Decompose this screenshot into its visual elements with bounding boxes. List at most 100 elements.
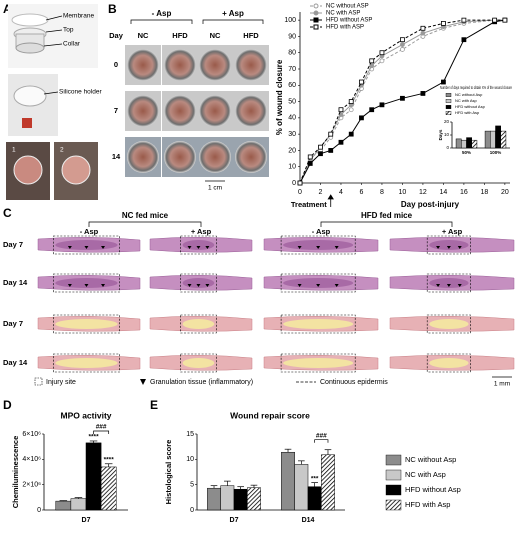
part-label: Silicone holder [59, 89, 102, 96]
panel-label: D [3, 398, 12, 412]
y-tick-label: 0 [37, 507, 41, 514]
legend-label: HFD with Asp [455, 110, 480, 115]
group-bracket [130, 19, 193, 24]
group-header: HFD fed mice [361, 211, 413, 220]
granulation-marker [316, 284, 321, 287]
point [441, 20, 446, 26]
point [420, 25, 426, 31]
point [307, 161, 313, 166]
y-tick-label: 5 [190, 482, 194, 489]
legend-label: Continuous epidermis [320, 379, 388, 386]
x-tick-label: 2 [319, 189, 323, 196]
injury-site-box [426, 235, 471, 255]
point [461, 37, 467, 43]
injury-site-box [180, 273, 217, 293]
point [461, 17, 467, 23]
x-tick-label: 100% [490, 150, 502, 155]
y-tick-label: 0 [446, 145, 449, 150]
legend-swatch [445, 93, 452, 97]
column-header: - Asp [80, 227, 99, 236]
x-tick-label: D7 [230, 517, 239, 524]
scale-label: 1 mm [494, 381, 510, 388]
point [328, 148, 334, 153]
legend-swatch [445, 111, 452, 115]
y-tick-label: 50 [288, 98, 296, 105]
photo-number: 1 [12, 147, 16, 154]
group-bracket [320, 221, 453, 227]
bar [294, 464, 309, 511]
x-tick-label: 12 [419, 189, 427, 196]
wound-photo [235, 141, 267, 173]
legend-swatch [445, 99, 452, 103]
x-tick-label: 20 [501, 189, 509, 196]
mouse-photos [6, 142, 98, 200]
panel-label: C [3, 206, 12, 220]
legend-symbol [140, 379, 146, 385]
wound-bed [283, 358, 354, 368]
point [359, 115, 364, 121]
point [492, 17, 498, 23]
legend-marker [313, 24, 319, 30]
x-tick-label: 6 [360, 189, 364, 196]
wound-photo [127, 95, 159, 127]
legend-label: Injury site [46, 379, 76, 386]
group-header: NC fed mice [122, 211, 169, 220]
granulation-marker [67, 246, 72, 249]
bar [307, 486, 322, 511]
point [328, 131, 334, 137]
wound-photo [199, 141, 231, 173]
bar [321, 454, 335, 511]
chart-title: Number of days required to obtain X% of … [440, 85, 512, 90]
wound-photo [235, 95, 267, 127]
chart-title: MPO activity [60, 410, 111, 420]
legend-label: HFD with Asp [405, 500, 450, 509]
granulation-marker [196, 246, 201, 249]
wound-bed [429, 358, 469, 368]
column-header: HFD [243, 31, 259, 40]
legend-label: HFD with ASP [326, 25, 364, 31]
y-tick-label: 70 [288, 66, 296, 73]
column-header: + Asp [191, 227, 212, 236]
significance: *** [311, 475, 319, 482]
treatment-arrow [327, 194, 334, 207]
x-tick-label: 50% [462, 150, 471, 155]
legend-label: HFD without Asp [405, 485, 461, 494]
y-tick-label: 0 [190, 507, 194, 514]
column-header: - Asp [312, 227, 331, 236]
bar [55, 500, 72, 511]
group-bracket [202, 19, 264, 24]
legend-marker [313, 10, 319, 16]
legend-marker [313, 17, 319, 23]
point [400, 95, 405, 101]
group-header: - Asp [152, 9, 172, 18]
legend-swatch [385, 454, 402, 466]
holder-photo [8, 74, 59, 136]
x-tick-label: D14 [302, 517, 315, 524]
injury-site-box [426, 314, 471, 334]
x-tick-label: 0 [298, 189, 302, 196]
scale-label: 1 cm [208, 185, 222, 192]
bar [281, 451, 295, 511]
bar [471, 139, 478, 149]
column-header: NC [210, 31, 221, 40]
y-tick-label: 40 [288, 115, 296, 122]
y-axis-title: % of wound closure [275, 59, 284, 135]
granulation-marker [205, 284, 210, 287]
point [338, 112, 344, 117]
x-tick-label: 10 [399, 189, 407, 196]
injury-site-box [52, 273, 120, 293]
granulation-marker [205, 246, 210, 249]
y-tick-label: 90 [288, 33, 296, 40]
point [318, 144, 323, 150]
bar [490, 130, 496, 149]
series-line [299, 19, 505, 184]
wound-bed [182, 319, 215, 329]
bar [455, 138, 462, 149]
wound-photo [164, 95, 196, 127]
y-axis-title: Histological score [164, 440, 173, 505]
part-label: Collar [63, 41, 81, 48]
granulation-marker [436, 284, 441, 287]
annotation: Treatment [291, 200, 327, 209]
legend-swatch [445, 105, 452, 109]
granulation-marker [457, 284, 462, 287]
